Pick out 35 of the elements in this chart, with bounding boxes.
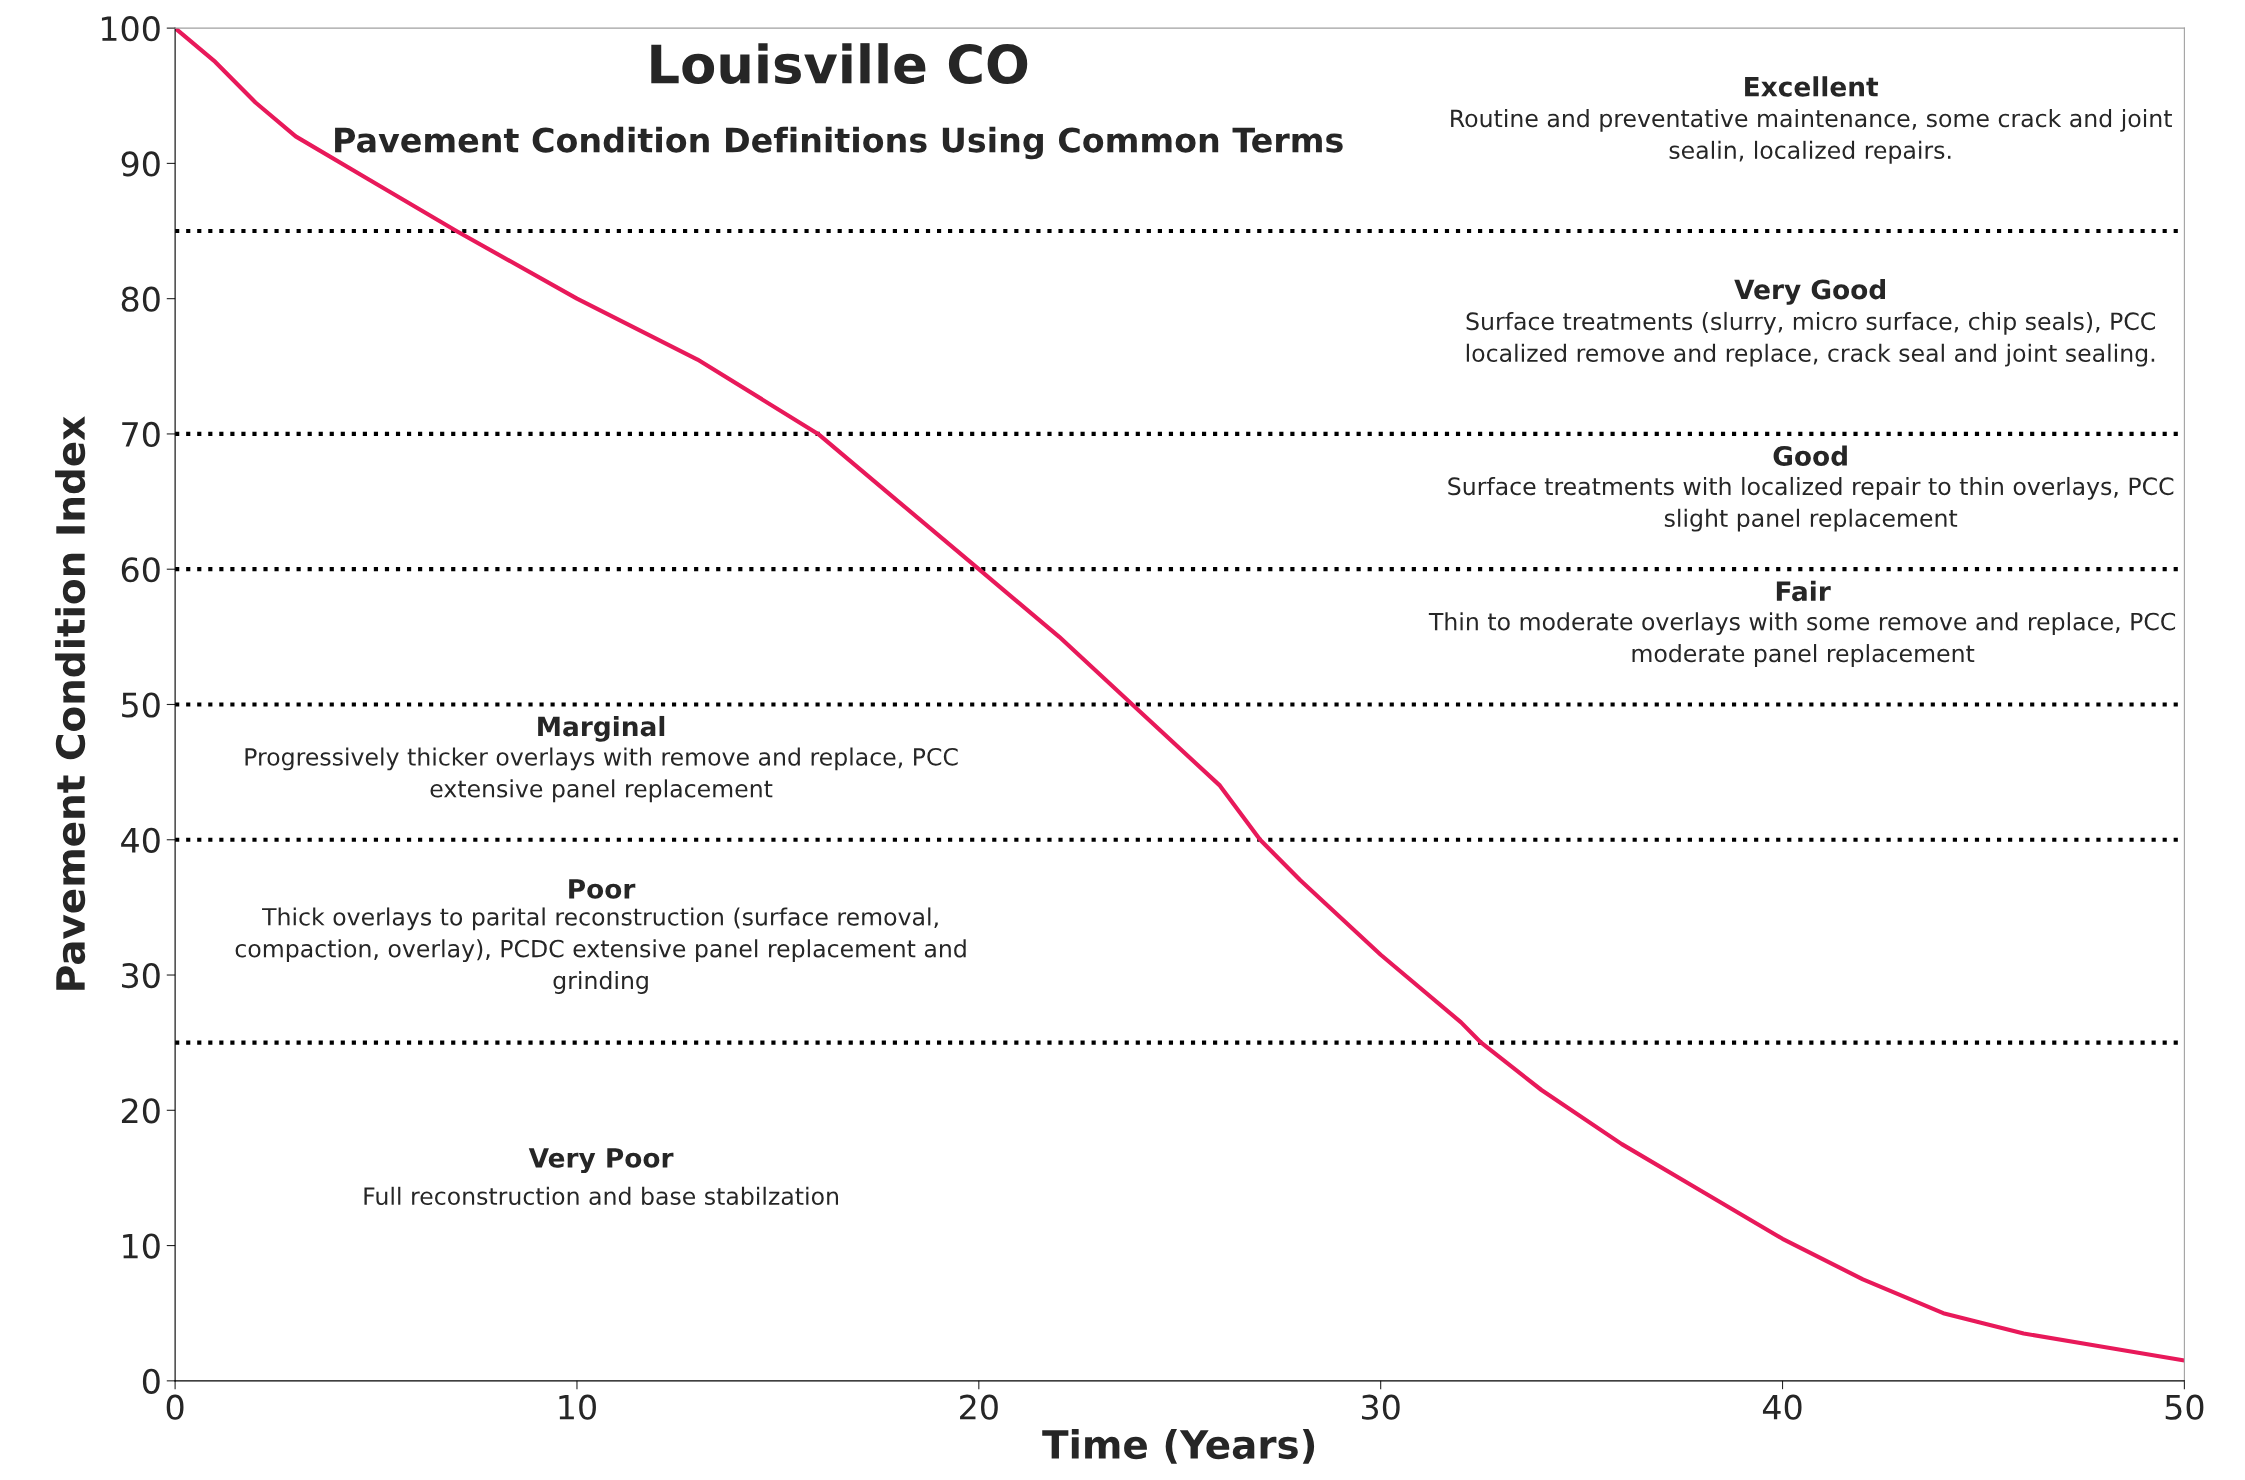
y-tick-label: 60 (121, 557, 160, 583)
text: Pavement Condition Definitions Using Common Terms (335, 126, 1343, 160)
x-tick-label: 50 (2165, 1394, 2204, 1420)
y-tick-label: 30 (122, 962, 160, 989)
annotation: Thick overlays to parital reconstruction (surface removal, compaction, overlay), PCDC extensive panel replacement and grinding (235, 907, 966, 994)
annotation: Very Poor (528, 1148, 674, 1174)
annotation: Excellent (1745, 76, 1879, 97)
x-tick-label: 0 (166, 1394, 184, 1420)
y-tick-label: 10 (123, 1233, 160, 1259)
annotation: Routine and preventative maintenance, some crack and joint sealin, localized repairs. (1451, 109, 2172, 164)
x-tick-label: 20 (960, 1394, 998, 1420)
y-tick-label: 0 (142, 1368, 160, 1394)
annotation: Marginal (538, 715, 665, 742)
y-tick-label: 70 (122, 421, 160, 448)
y-tick-label: 40 (121, 827, 160, 853)
annotation: Full reconstruction and base stabilzation (364, 1186, 838, 1206)
chart-title: Louisville CO (651, 43, 1028, 85)
x-tick-label: 40 (1762, 1394, 1802, 1420)
annotation: Fair (1776, 580, 1831, 602)
y-tick-label: 90 (121, 151, 160, 177)
annotation: Thin to moderate overlays with some remove and replace, PCC moderate panel replacement (1428, 612, 2176, 667)
annotation: Very Good (1734, 279, 1885, 305)
annotation: Surface treatments with localized repair to thin overlays, PCC slight panel replacement (1448, 476, 2174, 532)
y-tick-label: 80 (121, 286, 160, 312)
x-tick-label: 30 (1362, 1394, 1400, 1420)
annotation: Poor (569, 879, 636, 899)
x-axis-title: Time (Years) (1042, 1429, 1315, 1464)
y-tick-label: 100 (101, 16, 160, 42)
annotation: Good (1773, 445, 1847, 466)
annotation: Surface treatments (slurry, micro surface, chip seals), PCC localized remove and replace, crack seal and joint sealing. (1466, 311, 2156, 367)
y-tick-label: 20 (121, 1098, 160, 1124)
y-axis-title: Pavement Condition Index (55, 416, 86, 990)
y-tick-label: 50 (122, 692, 160, 718)
x-tick-label: 10 (559, 1394, 596, 1420)
annotation: Progressively thicker overlays with remove and replace, PCC extensive panel replacement (245, 747, 958, 803)
